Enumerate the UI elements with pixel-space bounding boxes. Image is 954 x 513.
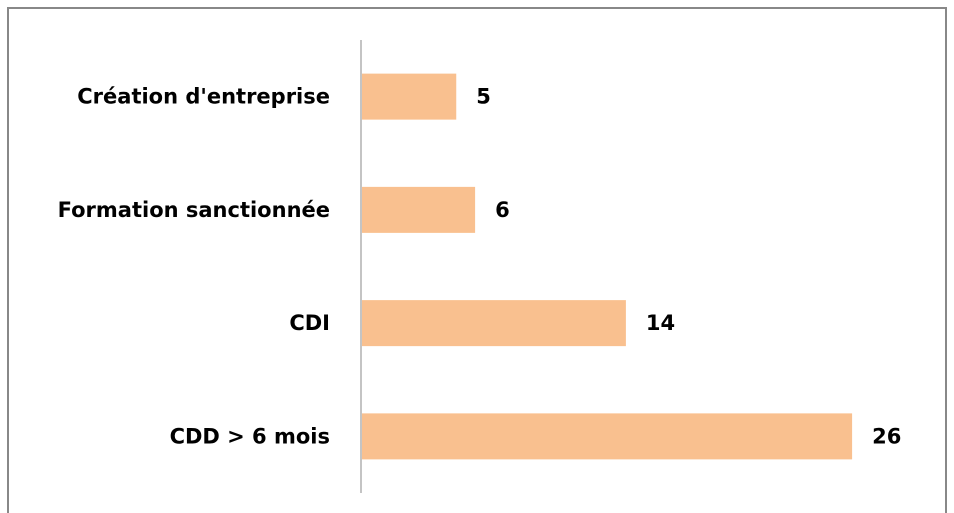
data-label: 6 — [495, 198, 510, 222]
data-label: 14 — [646, 311, 675, 335]
data-label: 5 — [476, 85, 491, 109]
bar — [362, 300, 626, 347]
category-label: Formation sanctionnée — [58, 198, 330, 222]
bar — [362, 73, 457, 120]
data-label: 26 — [872, 424, 901, 448]
category-label: CDI — [289, 311, 330, 335]
bar — [362, 186, 476, 233]
bar — [362, 413, 853, 460]
category-label: CDD > 6 mois — [170, 424, 330, 448]
category-label: Création d'entreprise — [77, 85, 330, 109]
